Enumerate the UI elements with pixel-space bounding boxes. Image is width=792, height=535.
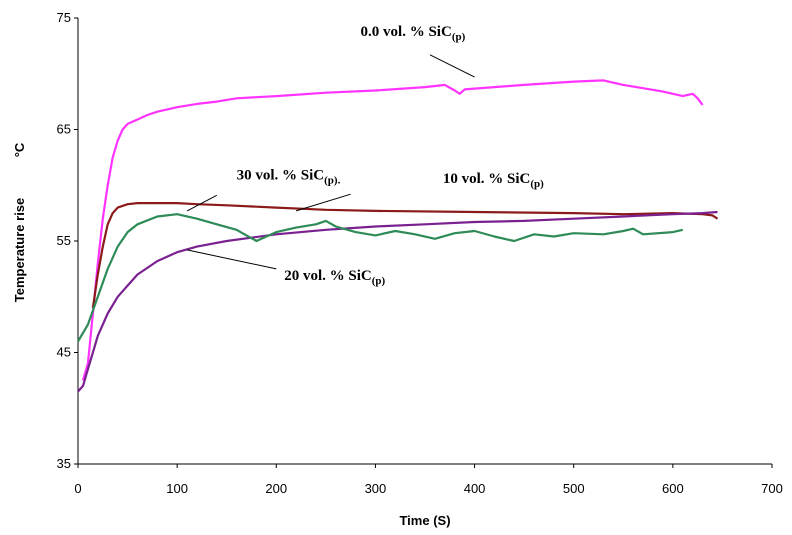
- series-layer: [77, 79, 719, 393]
- annotation-pointer-1: [295, 193, 351, 212]
- x-tick-label: 300: [365, 481, 387, 496]
- x-tick-label: 600: [662, 481, 684, 496]
- series-label-3: 30 vol. % SiC(p).: [237, 168, 341, 187]
- x-tick-label: 0: [74, 481, 81, 496]
- y-tick-label: 75: [57, 10, 71, 25]
- y-axis-unit: °C: [12, 142, 27, 157]
- x-tick-label: 400: [464, 481, 486, 496]
- x-tick-label: 500: [563, 481, 585, 496]
- x-tick-label: 200: [265, 481, 287, 496]
- series-label-2: 20 vol. % SiC(p): [284, 268, 385, 287]
- y-tick-label: 45: [57, 345, 71, 360]
- y-axis-title: Temperature rise: [12, 198, 27, 303]
- series-label-1: 10 vol. % SiC(p): [443, 171, 544, 190]
- series-line-0: [81, 79, 704, 381]
- annotation-pointer-2: [186, 249, 277, 270]
- series-label-0: 0.0 vol. % SiC(p): [361, 24, 466, 43]
- y-tick-label: 65: [57, 122, 71, 137]
- axes: [77, 18, 772, 465]
- series-annotations: 0.0 vol. % SiC(p) 10 vol. % SiC(p) 20 vol.…: [186, 24, 544, 287]
- series-line-2: [77, 210, 718, 393]
- x-tick-label: 100: [166, 481, 188, 496]
- x-axis-ticks: 0 100 200 300 400 500 600 700: [74, 464, 783, 496]
- series-line-3: [77, 213, 684, 342]
- y-tick-label: 55: [57, 233, 71, 248]
- x-axis-title: Time (S): [399, 513, 450, 528]
- annotation-pointer-3: [186, 194, 218, 212]
- series-line-1: [91, 202, 719, 309]
- y-axis-ticks: 35 45 55 65 75: [57, 10, 78, 471]
- y-tick-label: 35: [57, 456, 71, 471]
- annotation-pointer-0: [429, 54, 475, 78]
- x-tick-label: 700: [761, 481, 783, 496]
